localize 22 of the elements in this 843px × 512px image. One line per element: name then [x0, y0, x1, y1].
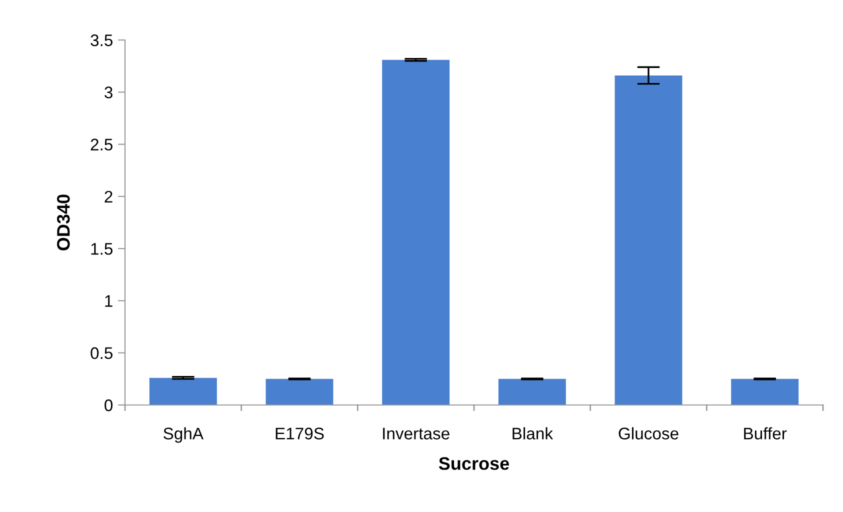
y-axis-title: OD340	[57, 194, 70, 250]
y-tick-label: 3.5	[90, 34, 112, 46]
x-tick-label: SghA	[164, 427, 204, 443]
x-tick-label: Blank	[512, 427, 554, 440]
bar	[149, 378, 217, 405]
y-tick-label: 2	[104, 190, 112, 202]
x-tick-label: E179S	[276, 428, 324, 440]
y-tick-label: 3	[104, 86, 112, 98]
y-tick-label: 0	[104, 399, 113, 412]
y-tick-label: 1.5	[91, 243, 112, 255]
y-tick-label: 0.5	[90, 347, 112, 360]
bar	[266, 378, 334, 405]
x-axis-title: Sucrose	[438, 457, 510, 470]
y-tick-label: 2.5	[90, 138, 112, 150]
bar	[498, 378, 566, 405]
x-tick-label: Glucose	[618, 427, 678, 440]
bar	[382, 60, 450, 405]
x-tick-label: Buffer	[744, 427, 787, 440]
x-tick-label: Invertase	[383, 428, 450, 440]
bar	[614, 75, 682, 405]
bar	[731, 378, 799, 405]
y-tick-label: 1	[105, 295, 112, 307]
